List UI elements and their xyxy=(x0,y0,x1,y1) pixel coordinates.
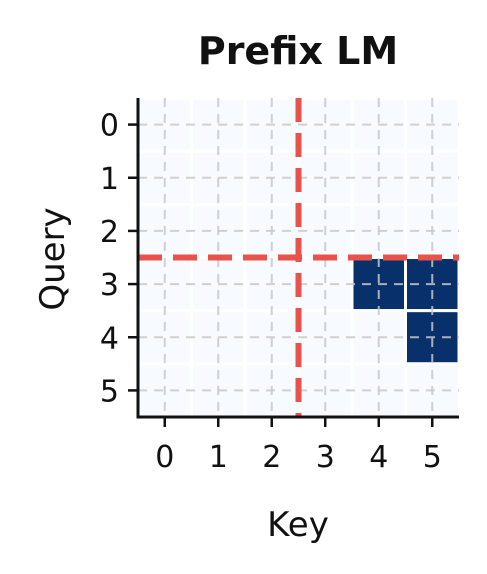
x-axis-label: Key xyxy=(267,505,329,545)
y-tick-label-3: 3 xyxy=(100,268,119,303)
y-tick-label-1: 1 xyxy=(100,162,119,197)
y-axis-label: Query xyxy=(33,207,73,310)
y-tick-label-4: 4 xyxy=(100,321,119,356)
axes xyxy=(136,98,459,419)
y-tick-label-5: 5 xyxy=(100,374,119,409)
prefix-boundary-lines xyxy=(138,98,459,417)
x-tick-label-3: 3 xyxy=(316,440,335,475)
chart-title: Prefix LM xyxy=(198,29,398,73)
x-tick-label-1: 1 xyxy=(209,440,228,475)
x-tick-label-5: 5 xyxy=(423,440,442,475)
y-ticks: 0 1 2 3 4 5 xyxy=(100,109,138,409)
y-tick-label-2: 2 xyxy=(100,215,119,250)
x-tick-label-0: 0 xyxy=(155,440,174,475)
y-tick-label-0: 0 xyxy=(100,109,119,144)
x-tick-label-2: 2 xyxy=(262,440,281,475)
x-tick-label-4: 4 xyxy=(369,440,388,475)
